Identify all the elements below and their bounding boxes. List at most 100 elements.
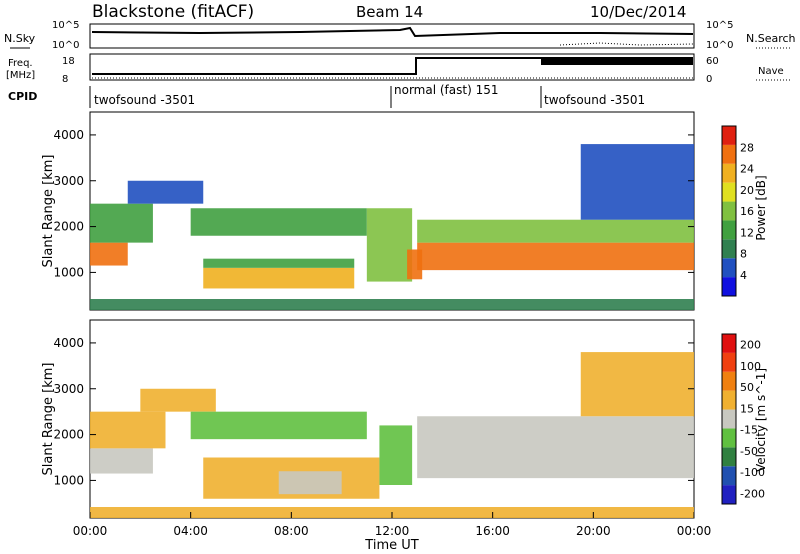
power-cell-11 (90, 299, 694, 310)
power-colorbar-segment-7 (722, 144, 736, 164)
power-ytick-label-2: 3000 (53, 174, 84, 188)
x-tick-label-1: 04:00 (173, 524, 208, 538)
velocity-colorbar-segment-0 (722, 485, 736, 504)
power-colorbar-tick-5: 24 (740, 163, 754, 176)
velocity-ytick-label-2: 3000 (53, 382, 84, 396)
velocity-cell-5 (278, 471, 342, 495)
velocity-colorbar-segment-3 (722, 428, 736, 448)
station-title: Blackstone (fitACF) (92, 2, 254, 22)
power-colorbar-tick-0: 4 (740, 269, 747, 282)
beam-title: Beam 14 (356, 3, 423, 21)
power-cell-3 (190, 208, 367, 236)
power-cell-5 (203, 258, 355, 268)
nave-fast-band (541, 57, 693, 65)
x-tick-label-5: 20:00 (576, 524, 611, 538)
date-title: 10/Dec/2014 (590, 3, 686, 21)
power-colorbar-segment-2 (722, 239, 736, 259)
power-colorbar-tick-3: 16 (740, 205, 754, 218)
cpid-label: CPID (8, 90, 37, 103)
power-colorbar-segment-6 (722, 163, 736, 183)
nave-tick-high: 60 (706, 56, 719, 67)
power-colorbar-segment-8 (722, 126, 736, 145)
x-tick-label-0: 00:00 (73, 524, 108, 538)
x-tick-label-3: 12:00 (375, 524, 410, 538)
velocity-y-axis-label: Slant Range [km] (41, 363, 56, 476)
freq-label-2: [MHz] (6, 70, 35, 81)
nsky-label: N.Sky (4, 32, 36, 45)
velocity-cell-1 (90, 411, 166, 449)
power-colorbar-tick-1: 8 (740, 248, 747, 261)
noise-tick-high-right: 10^5 (706, 20, 733, 31)
power-ytick-label-1: 2000 (53, 220, 84, 234)
cpid-segment-1: twofsound -3501 (94, 93, 195, 107)
noise-tick-low-right: 10^0 (706, 40, 733, 51)
power-colorbar-segment-5 (722, 182, 736, 202)
power-data-group (90, 144, 694, 310)
velocity-colorbar-segment-4 (722, 409, 736, 429)
cpid-segment-2: normal (fast) 151 (394, 83, 498, 97)
power-y-ticks: 1000 2000 3000 4000 (53, 128, 694, 279)
power-cell-10 (580, 144, 694, 220)
velocity-colorbar-segment-1 (722, 466, 736, 486)
velocity-cell-8 (580, 352, 694, 417)
power-colorbar-tick-2: 12 (740, 226, 754, 239)
power-cell-9 (417, 219, 694, 243)
freq-panel (89, 53, 695, 81)
x-axis-ticks: 00:00 04:00 08:00 12:00 16:00 20:00 00:00 (73, 512, 712, 538)
velocity-colorbar-tick-7: -200 (740, 487, 765, 500)
power-cell-6 (366, 208, 413, 282)
power-colorbar-segment-0 (722, 277, 736, 296)
velocity-colorbar-tick-0: 200 (740, 339, 761, 352)
velocity-colorbar-label: Velocity [m s^-1] (754, 368, 768, 472)
velocity-y-ticks: 1000 2000 3000 4000 (53, 336, 694, 487)
velocity-colorbar-segment-8 (722, 334, 736, 353)
velocity-colorbar-tick-1: 100 (740, 360, 761, 373)
x-tick-label-4: 16:00 (475, 524, 510, 538)
nave-tick-low: 0 (706, 74, 712, 85)
velocity-cell-6 (379, 425, 413, 485)
freq-label-1: Freq. (8, 58, 33, 69)
power-colorbar-frame (721, 125, 737, 297)
power-y-axis-label: Slant Range [km] (41, 155, 56, 268)
velocity-cell-2 (140, 388, 216, 412)
velocity-colorbar-tick-4: -15 (740, 424, 758, 437)
noise-tick-high-left: 10^5 (52, 20, 79, 31)
velocity-colorbar: 200 100 50 15 -15 -50 -100 -200 (721, 333, 765, 505)
velocity-colorbar-tick-6: -100 (740, 466, 765, 479)
power-colorbar-segment-3 (722, 220, 736, 240)
power-ytick-label-3: 4000 (53, 128, 84, 142)
velocity-panel: 1000 2000 3000 4000 Slant Range [km] (41, 319, 695, 519)
freq-tick-low: 8 (62, 74, 68, 85)
power-colorbar: 4 8 12 16 20 24 28 (721, 125, 754, 297)
velocity-cell-0 (90, 448, 153, 474)
velocity-cell-3 (190, 411, 367, 440)
x-tick-label-2: 08:00 (274, 524, 309, 538)
velocity-colorbar-frame (721, 333, 737, 505)
x-axis-label: Time UT (364, 538, 418, 553)
noise-panel (89, 23, 695, 49)
velocity-ytick-label-3: 4000 (53, 336, 84, 350)
velocity-ytick-label-0: 1000 (53, 473, 84, 487)
velocity-colorbar-tick-3: 15 (740, 402, 754, 415)
power-colorbar-segment-1 (722, 258, 736, 278)
x-tick-label-6: 00:00 (677, 524, 712, 538)
power-panel: 1000 2000 3000 4000 Slant Range [km] (41, 111, 695, 311)
cpid-segment-3: twofsound -3501 (544, 93, 645, 107)
nsky-trace (91, 26, 694, 38)
velocity-colorbar-tick-5: -50 (740, 445, 758, 458)
power-ytick-label-0: 1000 (53, 265, 84, 279)
velocity-colorbar-segment-7 (722, 352, 736, 372)
velocity-colorbar-segment-2 (722, 447, 736, 467)
velocity-colorbar-segment-6 (722, 371, 736, 391)
power-colorbar-tick-4: 20 (740, 184, 754, 197)
power-cell-8 (417, 242, 694, 271)
power-cell-1 (90, 203, 153, 243)
velocity-ytick-label-1: 2000 (53, 428, 84, 442)
power-colorbar-tick-6: 28 (740, 141, 754, 154)
freq-tick-high: 18 (62, 56, 75, 67)
power-colorbar-segment-4 (722, 201, 736, 221)
nave-label: Nave (758, 66, 784, 77)
power-colorbar-label: Power [dB] (754, 175, 768, 240)
power-cell-4 (203, 267, 355, 289)
